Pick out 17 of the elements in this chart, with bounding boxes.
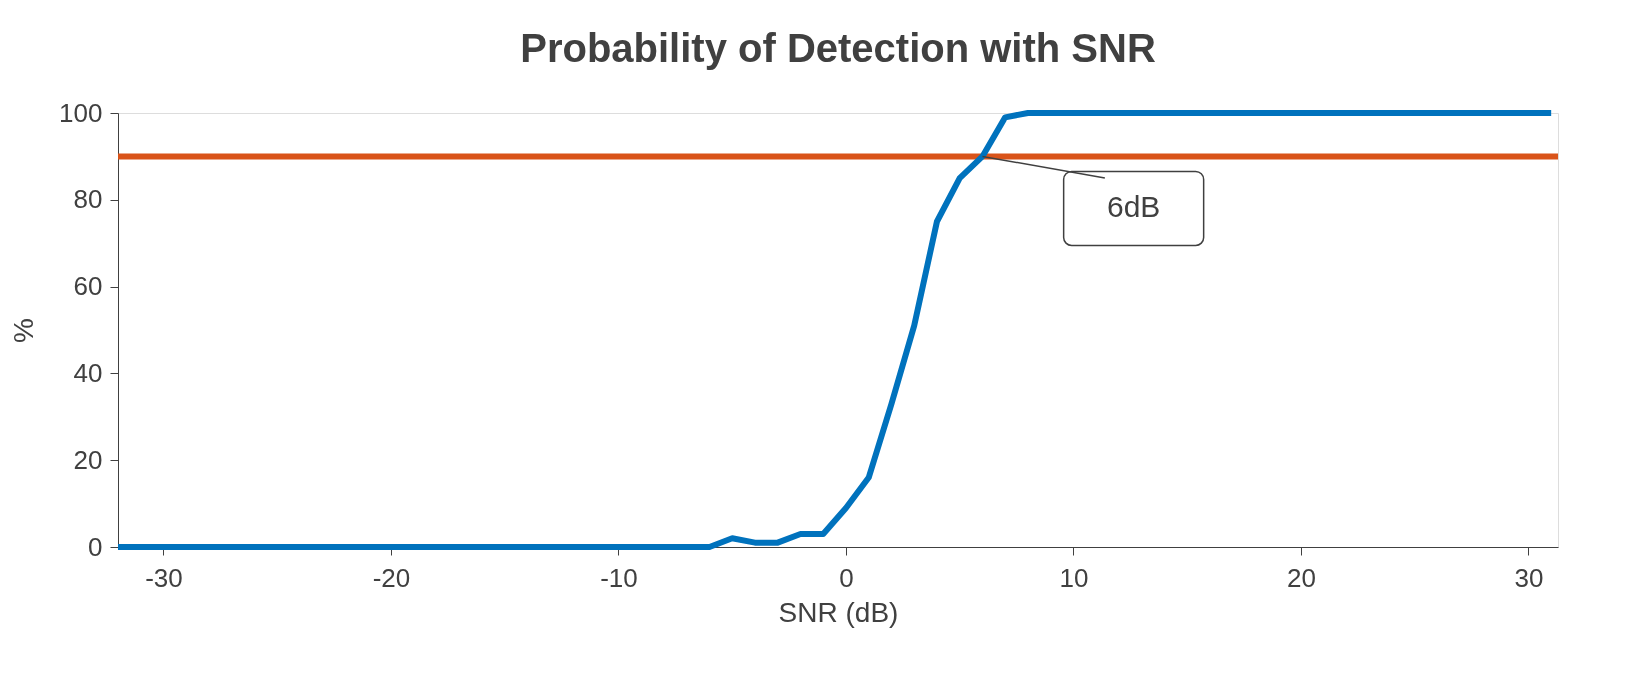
x-tick-label: -30 — [145, 562, 183, 593]
x-tick-label: 10 — [1059, 562, 1089, 593]
annotation: 6dB — [1106, 190, 1161, 224]
y-axis-title: % — [8, 318, 40, 343]
y-tick-label: 20 — [73, 444, 103, 475]
y-tick-label: 80 — [73, 184, 103, 215]
y-tick-label: 40 — [73, 357, 103, 388]
x-tick-label: 0 — [839, 562, 854, 593]
x-axis-title: SNR (dB) — [778, 596, 899, 628]
x-tick-label: -20 — [372, 562, 411, 593]
chart-title: Probability of Detection with SNR — [520, 26, 1156, 70]
y-tick-label: 60 — [73, 271, 103, 302]
x-tick-label: 30 — [1514, 562, 1544, 593]
x-tick-label: 20 — [1286, 562, 1316, 593]
y-tick-label: 0 — [88, 531, 103, 562]
x-tick-label: -10 — [600, 562, 638, 593]
y-tick-label: 100 — [59, 97, 103, 128]
